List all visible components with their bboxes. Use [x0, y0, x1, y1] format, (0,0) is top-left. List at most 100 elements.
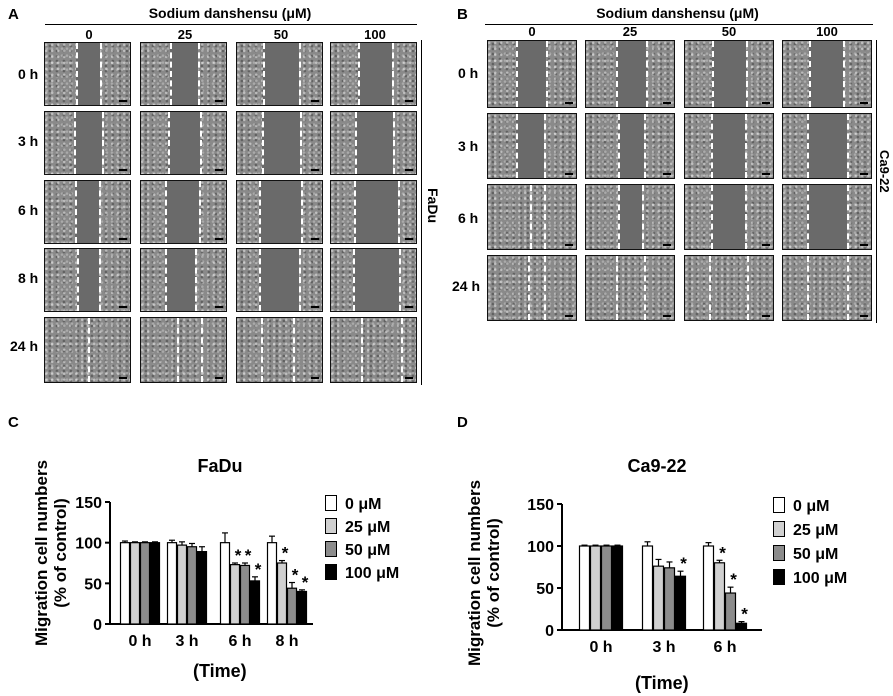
chart-c-bar-2-0	[219, 542, 231, 625]
scratch-image-a-6h-50	[236, 180, 323, 244]
chart-d-legend-label-2: 50 μM	[793, 546, 839, 563]
panel-label-c: C	[8, 414, 19, 431]
chart-c-sig-2: *	[255, 560, 262, 579]
legend-swatch	[773, 497, 785, 513]
time-label-b-6h: 6 h	[458, 210, 479, 226]
scratch-image-a-8h-0	[44, 248, 131, 312]
scratch-image-b-6h-100	[782, 184, 872, 250]
legend-swatch	[773, 569, 785, 585]
chart-c-sig-1: *	[245, 546, 252, 565]
scratch-image-b-24h-50	[684, 255, 774, 321]
scratch-image-b-6h-50	[684, 184, 774, 250]
chart-c-legend-1: 25 μM	[325, 518, 390, 537]
chart-c-bar-0-2	[139, 542, 151, 625]
chart-d-legend-0: 0 μM	[773, 497, 829, 516]
scratch-image-a-6h-25	[140, 180, 227, 244]
chart-c-bar-3-1	[276, 562, 288, 625]
conc-label-a-0: 0	[85, 27, 93, 42]
conc-label-a-100: 100	[364, 27, 386, 42]
scratch-image-b-6h-25	[585, 184, 675, 250]
scratch-image-a-3h-0	[44, 111, 131, 175]
chart-c-bar-1-2	[186, 546, 198, 625]
chart-c-xtick-label-1: 3 h	[175, 633, 198, 650]
time-label-b-3h: 3 h	[458, 138, 479, 154]
chart-c-ytick-label-2: 100	[75, 536, 102, 553]
scratch-image-b-6h-0	[487, 184, 577, 250]
scratch-image-a-3h-50	[236, 111, 323, 175]
header-rule-a	[45, 24, 417, 25]
scratch-image-b-3h-100	[782, 113, 872, 179]
chart-c-ytick-label-0: 0	[93, 617, 102, 634]
scratch-image-a-8h-100	[330, 248, 417, 312]
scratch-header-b: Sodium danshensu (μM)	[596, 5, 759, 21]
chart-c-legend-label-0: 0 μM	[345, 496, 382, 513]
chart-c-legend-label-1: 25 μM	[345, 519, 391, 536]
scratch-image-a-8h-25	[140, 248, 227, 312]
chart-c-bar-3-3	[296, 590, 308, 625]
chart-d-legend-label-0: 0 μM	[793, 498, 830, 515]
conc-label-a-50: 50	[273, 27, 289, 42]
cell-line-label-b: Ca9-22	[877, 150, 892, 193]
chart-c-legend-0: 0 μM	[325, 495, 381, 514]
chart-d-legend-2: 50 μM	[773, 545, 838, 564]
scratch-image-b-0h-25	[585, 40, 675, 108]
chart-d-xlabel: (Time)	[635, 673, 689, 693]
legend-swatch	[325, 518, 337, 534]
legend-swatch	[773, 545, 785, 561]
chart-c-bar-3-2	[286, 587, 298, 625]
chart-c-bar-2-3	[249, 580, 261, 625]
scratch-image-b-24h-100	[782, 255, 872, 321]
chart-c-bar-2-2	[239, 564, 251, 625]
chart-c-bar-2-1	[229, 564, 241, 625]
time-label-a-24h: 24 h	[10, 338, 39, 354]
chart-c-legend-2: 50 μM	[325, 541, 390, 560]
scratch-image-a-24h-25	[140, 317, 227, 383]
scratch-image-a-0h-100	[330, 42, 417, 106]
chart-d-legend-1: 25 μM	[773, 521, 838, 540]
chart-c-bar-0-3	[149, 542, 161, 625]
scratch-image-b-24h-0	[487, 255, 577, 321]
chart-c-sig-0: *	[235, 546, 242, 565]
chart-c-xlabel: (Time)	[193, 661, 247, 681]
panel-label-d: D	[457, 414, 468, 431]
chart-d-ylabel: Migration cell numbers (% of control)	[465, 479, 503, 667]
chart-c-bar-1-3	[196, 551, 208, 625]
conc-label-b-50: 50	[721, 24, 737, 39]
chart-c-legend-label-3: 100 μM	[345, 565, 400, 582]
scratch-image-a-24h-50	[236, 317, 323, 383]
chart-c-bar-1-1	[176, 544, 188, 625]
chart-c-sig-3: *	[282, 544, 289, 563]
chart-c-sig-4: *	[292, 566, 299, 585]
chart-d-title: Ca9-22	[627, 456, 687, 476]
time-label-a-0h: 0 h	[18, 66, 39, 82]
time-label-b-0h: 0 h	[458, 65, 479, 81]
scratch-image-a-3h-25	[140, 111, 227, 175]
time-label-a-8h: 8 h	[18, 270, 39, 286]
scratch-image-b-3h-0	[487, 113, 577, 179]
scratch-image-b-0h-50	[684, 40, 774, 108]
chart-c-bar-0-1	[129, 542, 141, 625]
scratch-image-a-6h-0	[44, 180, 131, 244]
time-label-b-24h: 24 h	[452, 278, 481, 294]
scratch-image-b-0h-100	[782, 40, 872, 108]
conc-label-b-0: 0	[528, 24, 536, 39]
scratch-image-b-3h-25	[585, 113, 675, 179]
legend-swatch	[325, 564, 337, 580]
chart-c-ytick-label-1: 50	[84, 576, 102, 593]
side-rule-b	[876, 40, 877, 323]
header-rule-b	[485, 24, 873, 25]
scratch-image-a-0h-0	[44, 42, 131, 106]
scratch-image-b-0h-0	[487, 40, 577, 108]
chart-d-legend-label-1: 25 μM	[793, 522, 839, 539]
legend-swatch	[773, 521, 785, 537]
panel-label-a: A	[8, 6, 19, 23]
chart-c-bar-3-0	[266, 542, 278, 625]
time-label-a-3h: 3 h	[18, 133, 39, 149]
scratch-image-a-0h-50	[236, 42, 323, 106]
cell-line-label-a: FaDu	[425, 188, 441, 223]
chart-c-xtick-label-0: 0 h	[128, 633, 151, 650]
scratch-image-a-6h-100	[330, 180, 417, 244]
chart-c-sig-5: *	[302, 573, 309, 592]
conc-label-a-25: 25	[177, 27, 193, 42]
panel-label-b: B	[457, 6, 468, 23]
